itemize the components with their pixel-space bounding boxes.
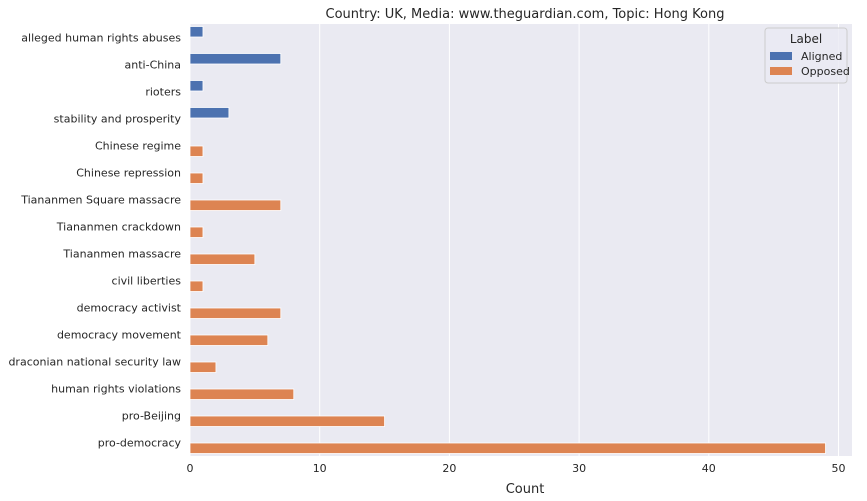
- bar-aligned-3: [189, 107, 230, 119]
- legend: Label Aligned Opposed: [764, 27, 850, 84]
- legend-swatch-opposed: [770, 67, 792, 75]
- legend-label-aligned: Aligned: [801, 50, 842, 63]
- x-tick-labels: 0 10 20 30 40 50: [187, 462, 846, 475]
- chart-title: Country: UK, Media: www.theguardian.com,…: [326, 7, 725, 22]
- y-tick-labels: alleged human rights abuses anti-China rio…: [8, 32, 181, 450]
- bar-aligned-2: [189, 80, 204, 92]
- y-tick-label: democracy activist: [77, 302, 182, 315]
- y-tick-label: Chinese repression: [76, 167, 181, 180]
- bar-opposed-15: [189, 442, 826, 454]
- bar-opposed-14: [189, 415, 385, 427]
- bar-opposed-12: [189, 361, 217, 373]
- y-tick-label: Tiananmen crackdown: [56, 221, 181, 234]
- bar-aligned-1: [189, 53, 282, 65]
- y-tick-label: stability and prosperity: [54, 113, 182, 126]
- bar-opposed-6: [189, 199, 282, 211]
- bars: [189, 26, 826, 454]
- x-tick-label: 20: [442, 462, 456, 475]
- bar-opposed-7: [189, 226, 204, 238]
- bar-opposed-4: [189, 145, 204, 157]
- legend-swatch-aligned: [770, 52, 792, 60]
- bar-opposed-8: [189, 253, 256, 265]
- plot-background: [190, 24, 852, 456]
- y-tick-label: human rights violations: [51, 383, 181, 396]
- y-tick-label: Tiananmen Square massacre: [20, 194, 181, 207]
- x-tick-label: 0: [187, 462, 194, 475]
- y-tick-label: Chinese regime: [95, 140, 181, 153]
- y-tick-label: civil liberties: [112, 275, 182, 288]
- bar-opposed-11: [189, 334, 269, 346]
- x-tick-label: 30: [572, 462, 586, 475]
- bar-opposed-13: [189, 388, 295, 400]
- y-tick-label: anti-China: [125, 59, 181, 72]
- legend-label-opposed: Opposed: [801, 65, 850, 78]
- bar-opposed-10: [189, 307, 282, 319]
- y-tick-label: pro-democracy: [98, 437, 182, 450]
- gridlines: [189, 24, 839, 456]
- y-tick-label: democracy movement: [57, 329, 182, 342]
- bar-opposed-9: [189, 280, 204, 292]
- x-tick-label: 10: [313, 462, 327, 475]
- bar-opposed-5: [189, 172, 204, 184]
- x-axis-label: Count: [506, 482, 545, 497]
- y-tick-label: rioters: [145, 86, 181, 99]
- y-tick-label: draconian national security law: [8, 356, 181, 369]
- x-tick-label: 40: [702, 462, 716, 475]
- y-tick-label: pro-Beijing: [122, 410, 181, 423]
- x-tick-label: 50: [832, 462, 846, 475]
- y-tick-label: Tiananmen massacre: [62, 248, 181, 261]
- bar-aligned-0: [189, 26, 204, 38]
- y-tick-label: alleged human rights abuses: [21, 32, 181, 45]
- legend-title: Label: [790, 32, 822, 46]
